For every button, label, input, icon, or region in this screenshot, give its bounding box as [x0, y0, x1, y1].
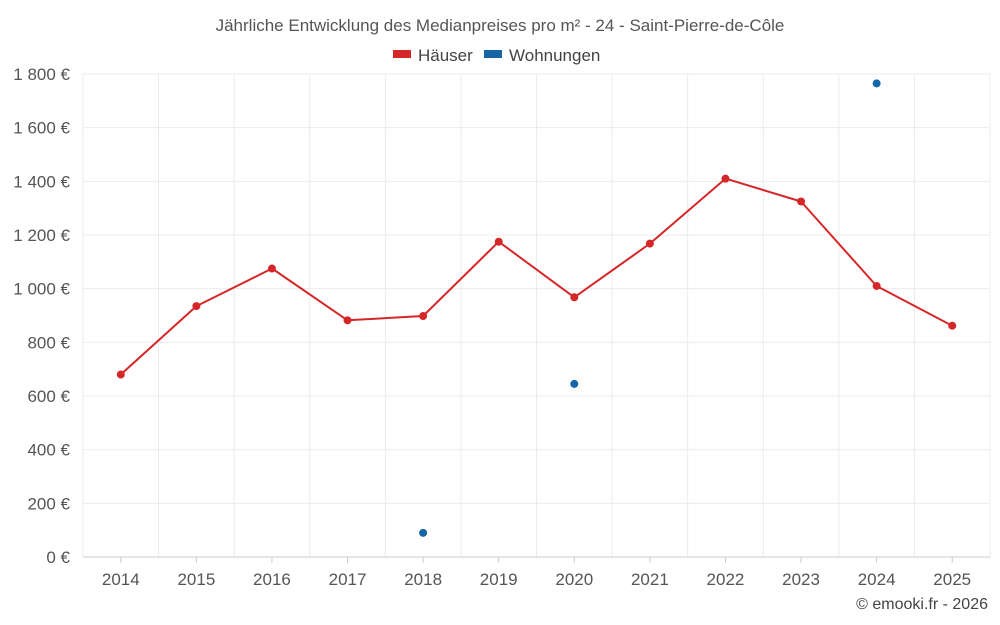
- x-tick-label: 2019: [480, 570, 518, 589]
- legend: Häuser Wohnungen: [393, 46, 600, 65]
- legend-label-wohnungen: Wohnungen: [509, 46, 600, 65]
- gridlines: [82, 73, 991, 557]
- data-point[interactable]: [797, 197, 806, 206]
- y-tick-label: 1 000 €: [13, 280, 70, 299]
- x-tick-label: 2022: [707, 570, 745, 589]
- data-point[interactable]: [872, 79, 881, 88]
- y-tick-label: 1 200 €: [13, 226, 70, 245]
- credit-text: © emooki.fr - 2026: [856, 596, 988, 613]
- legend-swatch-haeuser: [393, 50, 411, 58]
- y-tick-label: 1 600 €: [13, 119, 70, 138]
- x-tick-label: 2014: [102, 570, 140, 589]
- series-haeuser: [116, 174, 957, 379]
- x-tick-label: 2015: [177, 570, 215, 589]
- legend-item-haeuser[interactable]: Häuser: [393, 46, 473, 65]
- data-point[interactable]: [419, 528, 428, 537]
- x-tick-label: 2021: [631, 570, 669, 589]
- x-tick-label: 2016: [253, 570, 291, 589]
- data-point[interactable]: [494, 237, 503, 246]
- legend-swatch-wohnungen: [484, 50, 502, 58]
- data-point[interactable]: [872, 281, 881, 290]
- series-line: [120, 177, 953, 376]
- series: [116, 79, 957, 537]
- data-point[interactable]: [116, 370, 125, 379]
- y-tick-label: 600 €: [27, 387, 70, 406]
- x-tick-label: 2020: [555, 570, 593, 589]
- x-tick-label: 2017: [329, 570, 367, 589]
- data-point[interactable]: [267, 264, 276, 273]
- y-tick-label: 800 €: [27, 333, 70, 352]
- data-point[interactable]: [570, 379, 579, 388]
- y-tick-label: 1 800 €: [13, 65, 70, 84]
- data-point[interactable]: [570, 293, 579, 302]
- data-point[interactable]: [721, 174, 730, 183]
- x-tick-label: 2023: [782, 570, 820, 589]
- x-tick-label: 2025: [933, 570, 971, 589]
- y-tick-label: 400 €: [27, 441, 70, 460]
- legend-label-haeuser: Häuser: [418, 46, 473, 65]
- data-point[interactable]: [948, 321, 957, 330]
- series-wohnungen: [419, 79, 881, 537]
- legend-item-wohnungen[interactable]: Wohnungen: [484, 46, 600, 65]
- data-point[interactable]: [192, 302, 201, 311]
- x-tick-label: 2024: [858, 570, 896, 589]
- data-point[interactable]: [419, 312, 428, 321]
- x-axis-ticks: 2014 2015 2016 2017 2018 2019 2020 2021 2022 2023…: [102, 557, 971, 589]
- y-axis-ticks: 0 € 200 € 400 € 600 € 800 € 1 000 € 1 200 € 1 4…: [13, 65, 70, 567]
- y-tick-label: 200 €: [27, 494, 70, 513]
- y-tick-label: 1 400 €: [13, 172, 70, 191]
- data-point[interactable]: [645, 239, 654, 248]
- data-point[interactable]: [343, 316, 352, 325]
- y-tick-label: 0 €: [46, 548, 70, 567]
- chart-title: Jährliche Entwicklung des Medianpreises …: [216, 16, 785, 35]
- x-tick-label: 2018: [404, 570, 442, 589]
